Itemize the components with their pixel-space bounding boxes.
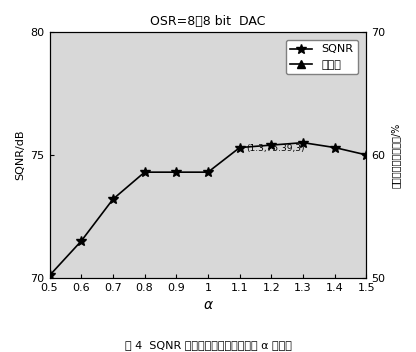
百分比 bbox=[364, 3, 369, 7]
SQNR bbox=[142, 170, 147, 174]
X-axis label: α: α bbox=[203, 298, 213, 312]
Legend: SQNR, 百分比: SQNR, 百分比 bbox=[286, 40, 358, 74]
Y-axis label: 电容阵列减小百分比/%: 电容阵列减小百分比/% bbox=[391, 122, 401, 188]
SQNR bbox=[332, 145, 337, 150]
SQNR bbox=[364, 153, 369, 157]
SQNR bbox=[206, 170, 210, 174]
SQNR bbox=[79, 239, 84, 243]
Line: SQNR: SQNR bbox=[45, 138, 371, 280]
SQNR bbox=[110, 197, 115, 201]
Title: OSR=8，8 bit  DAC: OSR=8，8 bit DAC bbox=[150, 15, 266, 28]
SQNR bbox=[269, 143, 274, 147]
Text: 图 4  SQNR 及电容阵列减小百分比与 α 的关系: 图 4 SQNR 及电容阵列减小百分比与 α 的关系 bbox=[124, 340, 292, 351]
SQNR bbox=[301, 140, 306, 145]
Line: 百分比: 百分比 bbox=[45, 0, 371, 9]
Y-axis label: SQNR/dB: SQNR/dB bbox=[15, 130, 25, 180]
SQNR bbox=[47, 274, 52, 278]
SQNR bbox=[237, 145, 242, 150]
SQNR bbox=[174, 170, 179, 174]
Text: (1.3,75.39,3): (1.3,75.39,3) bbox=[246, 144, 305, 153]
